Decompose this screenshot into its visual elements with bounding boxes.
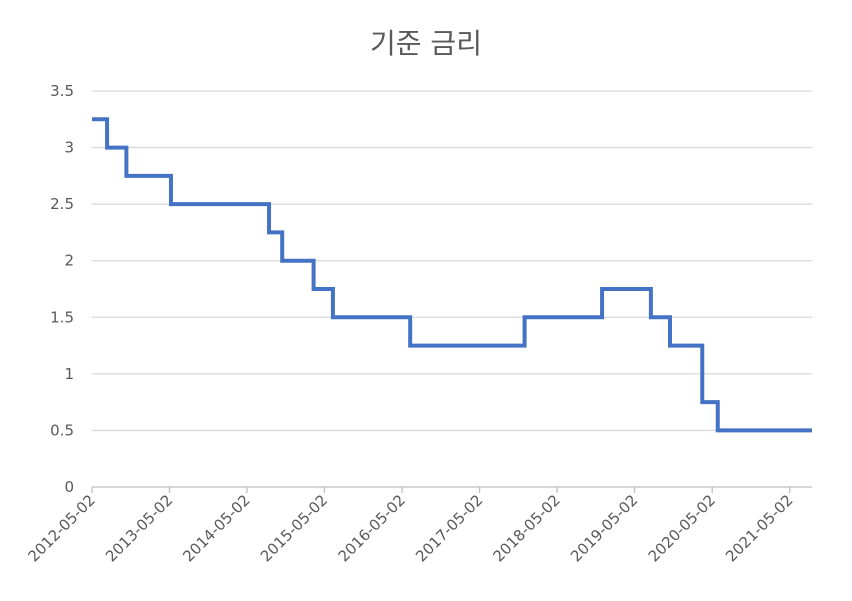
y-tick-label: 0.5	[50, 421, 74, 439]
y-tick-label: 0	[64, 478, 74, 496]
y-tick-label: 1.5	[50, 308, 74, 326]
x-tick-label: 2012-05-02	[24, 491, 98, 565]
x-tick-label: 2019-05-02	[567, 491, 641, 565]
x-tick-label: 2018-05-02	[490, 491, 564, 565]
x-tick-label: 2017-05-02	[412, 491, 486, 565]
series-layer	[92, 117, 812, 433]
chart-title: 기준 금리	[370, 27, 482, 60]
series-line	[92, 117, 812, 433]
y-tick-label: 3.5	[50, 82, 74, 100]
x-tick-label: 2013-05-02	[102, 491, 176, 565]
y-tick-label: 2	[64, 252, 74, 270]
x-tick-label: 2021-05-02	[722, 491, 796, 565]
x-tick-label: 2015-05-02	[257, 491, 331, 565]
y-axis-ticks: 0 0.5 1 1.5 2 2.5 3 3.5	[50, 82, 74, 496]
x-tick-label: 2016-05-02	[335, 491, 409, 565]
y-tick-label: 1	[64, 365, 74, 383]
x-tick-label: 2014-05-02	[179, 491, 253, 565]
y-tick-label: 2.5	[50, 195, 74, 213]
gridlines	[92, 90, 812, 432]
y-tick-label: 3	[64, 139, 74, 157]
x-axis-ticks: 2012-05-02 2013-05-02 2014-05-02 2015-05-02…	[24, 487, 797, 565]
x-tick-label: 2020-05-02	[645, 491, 719, 565]
